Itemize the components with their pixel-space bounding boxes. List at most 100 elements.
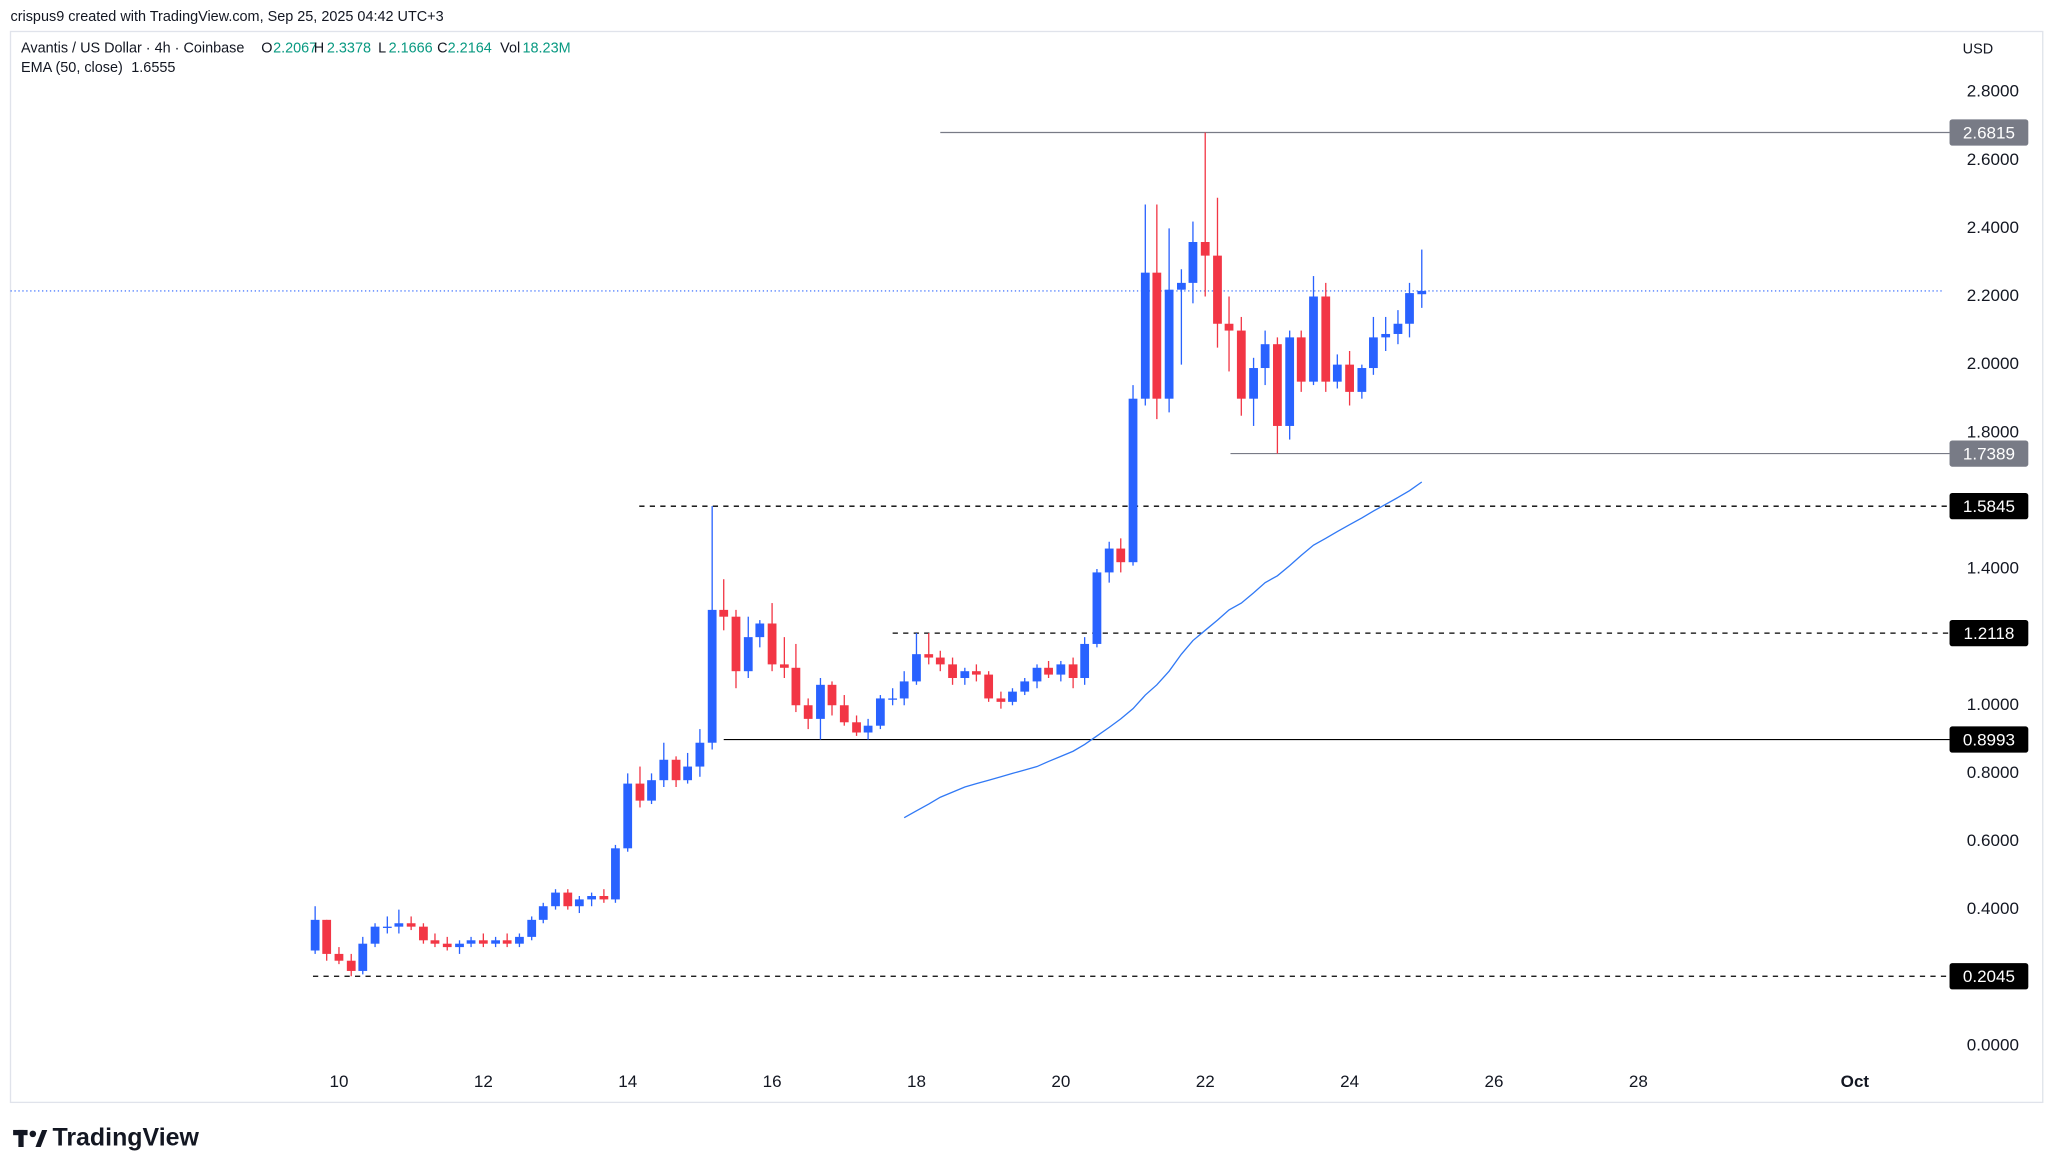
candle-body: [683, 766, 693, 781]
candle-body: [659, 759, 669, 781]
y-tick-label: 0.0000: [1967, 1035, 2019, 1054]
candle-body: [960, 671, 970, 679]
pane-border: [9, 30, 2044, 1104]
candle-body: [478, 940, 488, 944]
ohlc-label: O: [261, 40, 272, 56]
logo: TradingView: [13, 1124, 199, 1152]
ema-legend-value: 1.6555: [131, 60, 175, 76]
candle-body: [430, 940, 440, 944]
y-tick-label: 2.0000: [1967, 354, 2019, 373]
candle-body: [563, 892, 573, 907]
level-label-box: [1949, 119, 2029, 146]
y-tick-label: 2.4000: [1967, 218, 2019, 237]
candle-body: [574, 899, 584, 907]
candle-body: [1092, 572, 1102, 644]
candle-body: [515, 936, 524, 944]
candle-body: [1213, 255, 1222, 324]
candle-body: [791, 667, 801, 706]
candle-body: [1164, 289, 1174, 399]
candle-body: [551, 892, 560, 907]
candle-body: [1405, 293, 1414, 324]
candle-body: [322, 919, 332, 954]
level-label: 0.2045: [1963, 967, 2015, 986]
y-tick-label: 1.4000: [1967, 559, 2019, 578]
level-label: 1.2118: [1963, 624, 2014, 643]
candle-body: [1236, 330, 1246, 399]
level-label-box: [1949, 726, 2029, 753]
y-tick-label: 2.8000: [1967, 82, 2019, 101]
x-tick-label: 14: [618, 1072, 637, 1091]
logo-text: TradingView: [53, 1124, 200, 1152]
x-tick-label: 20: [1051, 1072, 1070, 1091]
ohlc-label: H: [314, 40, 324, 56]
candle-body: [852, 722, 861, 733]
candle-body: [1309, 296, 1318, 382]
candle-body: [647, 780, 656, 801]
candle-body: [839, 705, 849, 723]
candle-body: [346, 960, 356, 971]
symbol: Avantis / US Dollar · 4h · Coinbase: [21, 40, 244, 56]
candle-body: [984, 674, 994, 699]
candle-body: [455, 943, 464, 948]
level-label: 1.5845: [1963, 497, 2015, 516]
x-tick-label: 18: [907, 1072, 926, 1091]
candle-body: [888, 698, 898, 700]
candle-body: [1393, 323, 1403, 334]
candle-body: [948, 664, 957, 679]
candle-body: [731, 616, 741, 672]
candle-body: [587, 896, 597, 900]
candle-body: [635, 783, 645, 801]
ohlc-label: L: [378, 40, 386, 56]
candle-body: [719, 609, 729, 617]
level-label-box: [1949, 440, 2029, 467]
candle-body: [1056, 664, 1066, 675]
candle-body: [743, 637, 753, 672]
x-tick-label: 12: [474, 1072, 493, 1091]
attribution: crispus9 created with TradingView.com, S…: [11, 9, 444, 25]
candle-body: [707, 609, 717, 743]
candle-body: [502, 940, 512, 944]
candle-body: [1188, 242, 1198, 283]
candle-body: [1116, 548, 1126, 563]
candle-body: [1104, 548, 1114, 573]
candle-body: [1032, 667, 1042, 682]
candle-body: [1260, 344, 1270, 369]
candle-body: [358, 943, 368, 971]
candle-body: [971, 671, 981, 675]
candle-body: [803, 705, 813, 719]
candle-body: [394, 923, 404, 927]
candle-body: [912, 654, 921, 682]
ohlc-label: Vol: [500, 40, 520, 56]
level-label-box: [1949, 963, 2029, 990]
candle-body: [1008, 691, 1017, 702]
candle-body: [538, 906, 548, 920]
y-tick-label: 1.0000: [1967, 695, 2019, 714]
ema-line: [903, 481, 1423, 819]
candle-body: [382, 926, 392, 928]
currency[interactable]: USD: [1963, 42, 1993, 58]
level-label-box: [1949, 493, 2029, 520]
candle-body: [1020, 681, 1030, 692]
candle-body: [1332, 364, 1342, 382]
candle-body: [1273, 344, 1282, 426]
x-tick-label: 16: [763, 1072, 782, 1091]
level-label: 2.6815: [1963, 123, 2015, 142]
candle-body: [1224, 323, 1234, 331]
candle-body: [419, 926, 428, 941]
candle-body: [442, 943, 452, 948]
candle-body: [695, 742, 705, 767]
high-value: 2.3378: [327, 40, 371, 56]
candle-body: [1080, 643, 1090, 679]
candle-body: [816, 684, 825, 719]
candle-body: [1345, 364, 1354, 392]
x-tick-label: 22: [1196, 1072, 1215, 1091]
x-tick-label: 28: [1629, 1072, 1648, 1091]
close-value: 2.2164: [448, 40, 492, 56]
x-tick-label: Oct: [1841, 1072, 1870, 1091]
candle-body: [406, 923, 416, 927]
candle-body: [491, 940, 500, 944]
candle-body: [1285, 337, 1295, 426]
candle-body: [466, 940, 476, 944]
